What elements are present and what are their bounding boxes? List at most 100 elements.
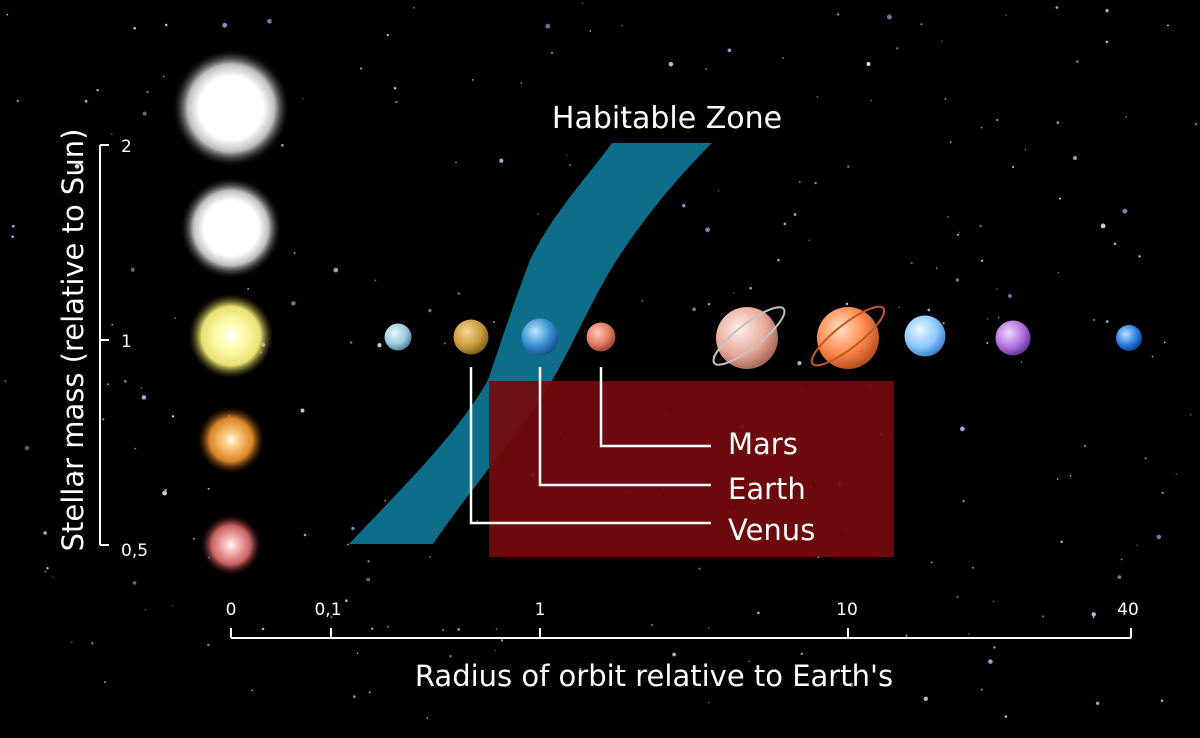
background-star xyxy=(949,141,952,143)
background-star xyxy=(1056,478,1059,480)
background-star xyxy=(1167,24,1169,27)
background-star xyxy=(997,316,1000,319)
y-tick-1: 1 xyxy=(121,332,132,352)
earth-planet-icon xyxy=(521,318,559,356)
background-star xyxy=(370,627,374,630)
star-1-solar-mass-icon xyxy=(189,294,273,378)
background-star xyxy=(222,22,228,28)
background-star xyxy=(141,395,147,400)
background-star xyxy=(442,629,445,631)
background-star xyxy=(1007,293,1012,298)
background-star xyxy=(988,659,993,664)
background-star xyxy=(476,520,478,522)
x-tick-40: 40 xyxy=(1117,600,1139,620)
y-axis xyxy=(99,144,109,546)
background-star xyxy=(749,286,752,290)
background-star xyxy=(164,23,168,27)
background-star xyxy=(836,13,840,16)
background-star xyxy=(566,154,568,156)
background-star xyxy=(1057,271,1060,274)
background-star xyxy=(499,158,504,163)
background-star xyxy=(1042,615,1045,618)
background-star xyxy=(1005,14,1007,16)
background-star xyxy=(413,6,416,9)
background-star xyxy=(133,26,137,30)
background-star xyxy=(641,299,644,302)
background-star xyxy=(11,235,14,239)
background-star xyxy=(377,343,382,348)
background-star xyxy=(443,342,447,345)
background-star xyxy=(835,676,838,679)
background-star xyxy=(947,216,949,218)
diagram-title: Habitable Zone xyxy=(552,101,782,136)
star-1-5-solar-mass-icon xyxy=(181,178,281,278)
background-star xyxy=(52,576,54,578)
background-star xyxy=(1083,444,1087,447)
background-star xyxy=(1151,355,1154,358)
background-star xyxy=(1092,616,1095,619)
background-star xyxy=(993,646,996,649)
background-star xyxy=(1122,208,1128,214)
background-star xyxy=(494,649,497,652)
mars-label: Mars xyxy=(728,427,798,461)
background-star xyxy=(1194,123,1198,126)
y-tick-2: 2 xyxy=(121,137,132,157)
background-star xyxy=(457,292,461,295)
background-star xyxy=(291,301,296,306)
background-star xyxy=(962,499,965,503)
background-star xyxy=(936,267,938,269)
background-star xyxy=(1163,341,1166,344)
planet-row xyxy=(384,305,1142,369)
background-star xyxy=(111,323,113,326)
background-star xyxy=(621,24,623,27)
background-star xyxy=(705,227,711,233)
mars-planet-icon xyxy=(586,322,616,352)
background-star xyxy=(777,258,780,262)
background-star xyxy=(429,556,431,558)
y-tick-0-5: 0,5 xyxy=(121,541,148,561)
background-star xyxy=(130,267,135,272)
background-star xyxy=(1021,361,1023,363)
background-star xyxy=(140,387,143,389)
background-star xyxy=(384,499,387,502)
background-star xyxy=(980,688,983,691)
background-star xyxy=(870,99,872,102)
background-star xyxy=(132,581,137,585)
background-star xyxy=(302,98,304,100)
background-star xyxy=(300,408,305,413)
background-star xyxy=(537,213,539,215)
background-star xyxy=(164,488,167,492)
x-tick-1: 1 xyxy=(535,600,546,620)
background-star xyxy=(1100,223,1106,229)
mars-leader-line xyxy=(599,367,711,448)
background-star xyxy=(455,161,457,164)
background-star xyxy=(748,660,750,662)
background-star xyxy=(898,306,900,309)
background-star xyxy=(650,623,654,627)
background-star xyxy=(910,261,913,265)
x-axis-label: Radius of orbit relative to Earth's xyxy=(415,659,893,693)
star-0-5-solar-mass-icon xyxy=(201,515,261,575)
pluto-planet-icon xyxy=(1116,325,1142,351)
background-star xyxy=(971,566,975,569)
background-star xyxy=(163,75,165,78)
background-star xyxy=(520,82,522,84)
background-star xyxy=(6,13,9,16)
background-star xyxy=(550,51,554,55)
background-star xyxy=(589,30,592,32)
background-star xyxy=(682,203,686,208)
background-star xyxy=(708,701,710,704)
background-star xyxy=(707,302,711,306)
saturn-planet-icon xyxy=(810,305,886,369)
background-star xyxy=(980,126,983,129)
background-star xyxy=(1004,715,1008,718)
background-star xyxy=(395,101,398,104)
background-star xyxy=(1105,40,1109,44)
background-star xyxy=(347,543,350,546)
background-star xyxy=(91,642,94,645)
background-star xyxy=(718,190,720,192)
venus-leader-line xyxy=(469,367,711,525)
background-star xyxy=(351,526,355,531)
background-star xyxy=(1125,116,1128,118)
background-star xyxy=(1105,320,1109,323)
